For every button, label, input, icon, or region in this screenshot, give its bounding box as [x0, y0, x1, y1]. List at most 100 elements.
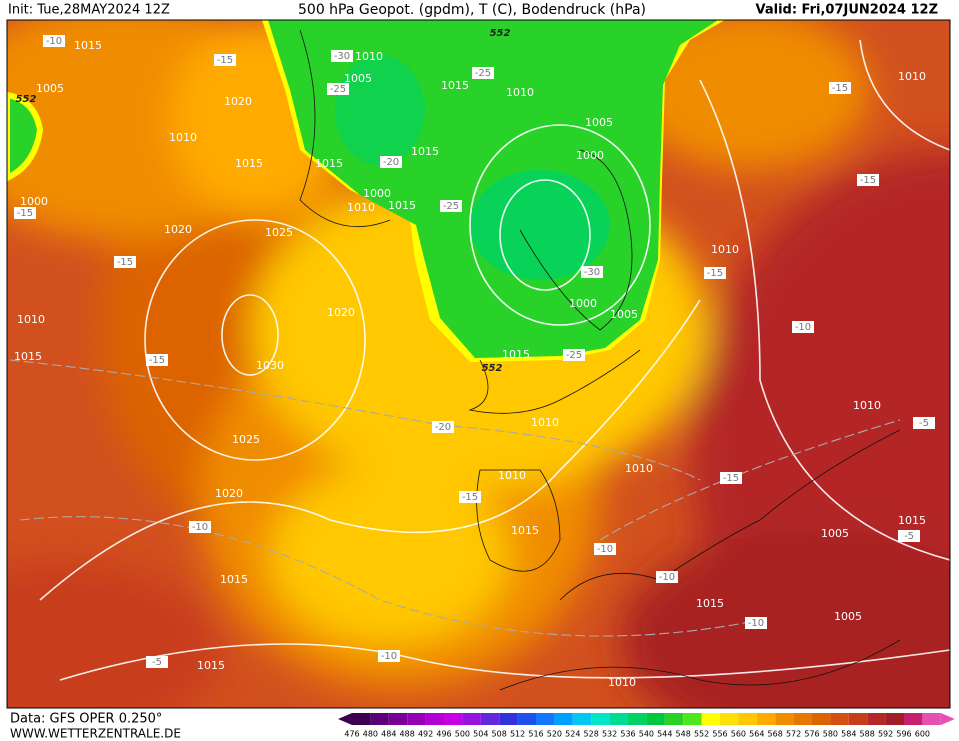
scale-label: 536	[620, 730, 635, 739]
scale-label: 588	[860, 730, 875, 739]
pressure-label: 1005	[821, 527, 849, 540]
scale-label: 568	[768, 730, 783, 739]
temperature-label-box	[459, 491, 481, 503]
temperature-label-box	[380, 156, 402, 168]
temperature-label: -20	[435, 422, 451, 433]
map-frame	[6, 19, 951, 709]
green-core	[335, 55, 425, 165]
pressure-label: 1010	[17, 313, 45, 326]
pressure-label: 1010	[347, 201, 375, 214]
temperature-label: -10	[659, 572, 675, 583]
temperature-label-box	[720, 472, 742, 484]
scale-label: 520	[547, 730, 562, 739]
temperature-label: -15	[832, 83, 848, 94]
site-name: WWW.WETTERZENTRALE.DE	[10, 727, 181, 741]
scale-label: 476	[344, 730, 359, 739]
temperature-label-box	[14, 207, 36, 219]
pressure-label: 1010	[625, 462, 653, 475]
data-source: Data: GFS OPER 0.250°	[10, 712, 162, 727]
temperature-label-box	[214, 54, 236, 66]
scale-box	[830, 713, 849, 725]
scale-box	[885, 713, 904, 725]
temperature-label-box	[857, 174, 879, 186]
temperature-label-box	[594, 543, 616, 555]
pressure-label: 1015	[511, 524, 539, 537]
scale-label: 572	[786, 730, 801, 739]
temperature-label-box	[146, 656, 168, 668]
scale-label: 596	[896, 730, 911, 739]
pressure-label: 1015	[315, 157, 343, 170]
scale-box	[720, 713, 739, 725]
pressure-label: 1020	[224, 95, 252, 108]
scale-label: 492	[418, 730, 433, 739]
green-core	[470, 170, 610, 280]
temperature-label: -30	[584, 267, 600, 278]
scale-box	[646, 713, 665, 725]
pressure-label: 1015	[898, 514, 926, 527]
valid-time: Valid: Fri,07JUN2024 12Z	[755, 3, 938, 18]
scale-box	[812, 713, 831, 725]
scale-label: 580	[823, 730, 838, 739]
height-label: 552	[482, 363, 503, 374]
height-label: 552	[490, 28, 511, 39]
temperature-label: -25	[475, 68, 491, 79]
pressure-label: 1015	[197, 659, 225, 672]
scale-label: 488	[400, 730, 415, 739]
temperature-label: -15	[149, 355, 165, 366]
temperature-label-box	[829, 82, 851, 94]
temperature-label: -15	[860, 175, 876, 186]
scale-box	[683, 713, 702, 725]
pressure-label: 1000	[576, 149, 604, 162]
pressure-label: 1020	[327, 306, 355, 319]
pressure-label: 1015	[696, 597, 724, 610]
pressure-label: 1015	[14, 350, 42, 363]
scale-box	[628, 713, 647, 725]
temperature-label: -15	[707, 268, 723, 279]
temperature-label-box	[563, 349, 585, 361]
temperature-label-box	[331, 50, 353, 62]
temperature-label: -15	[723, 473, 739, 484]
temperature-label-box	[656, 571, 678, 583]
scale-label: 600	[915, 730, 930, 739]
pressure-label: 1020	[215, 487, 243, 500]
scale-box	[536, 713, 555, 725]
temperature-label: -15	[17, 208, 33, 219]
isobars	[39, 39, 950, 681]
pressure-label: 1015	[502, 348, 530, 361]
pressure-label: 1015	[235, 157, 263, 170]
pressure-label: 1025	[232, 433, 260, 446]
pressure-label: 1000	[20, 195, 48, 208]
pressure-label: 1005	[36, 82, 64, 95]
temperature-label: -10	[381, 651, 397, 662]
temperature-label-box	[114, 256, 136, 268]
pressure-label: 1010	[608, 676, 636, 689]
pressure-label: 1005	[344, 72, 372, 85]
pressure-label: 1015	[388, 199, 416, 212]
scale-label: 556	[712, 730, 727, 739]
temperature-label: -15	[117, 257, 133, 268]
scale-label: 524	[565, 730, 580, 739]
temperature-label: -5	[919, 418, 929, 429]
temperature-label: -10	[46, 36, 62, 47]
scale-label: 480	[363, 730, 378, 739]
scale-box	[370, 713, 389, 725]
scale-box	[591, 713, 610, 725]
pressure-label: 1030	[256, 359, 284, 372]
scale-box	[701, 713, 720, 725]
map-labels: 1015 1005 1020 1010 1015 1015 1010 1005 1015 1010…	[14, 28, 935, 689]
pressure-label: 1010	[853, 399, 881, 412]
pressure-label: 1015	[220, 573, 248, 586]
scale-label: 516	[528, 730, 543, 739]
temperature-label-box	[581, 266, 603, 278]
temperature-label: -25	[443, 201, 459, 212]
scale-box	[425, 713, 444, 725]
pressure-label: 1010	[169, 131, 197, 144]
scale-label: 508	[492, 730, 507, 739]
init-time: Init: Tue,28MAY2024 12Z	[8, 3, 170, 18]
temperature-label-box	[43, 35, 65, 47]
temperature-label: -25	[566, 350, 582, 361]
pressure-label: 1005	[610, 308, 638, 321]
temperature-label-box	[898, 530, 920, 542]
